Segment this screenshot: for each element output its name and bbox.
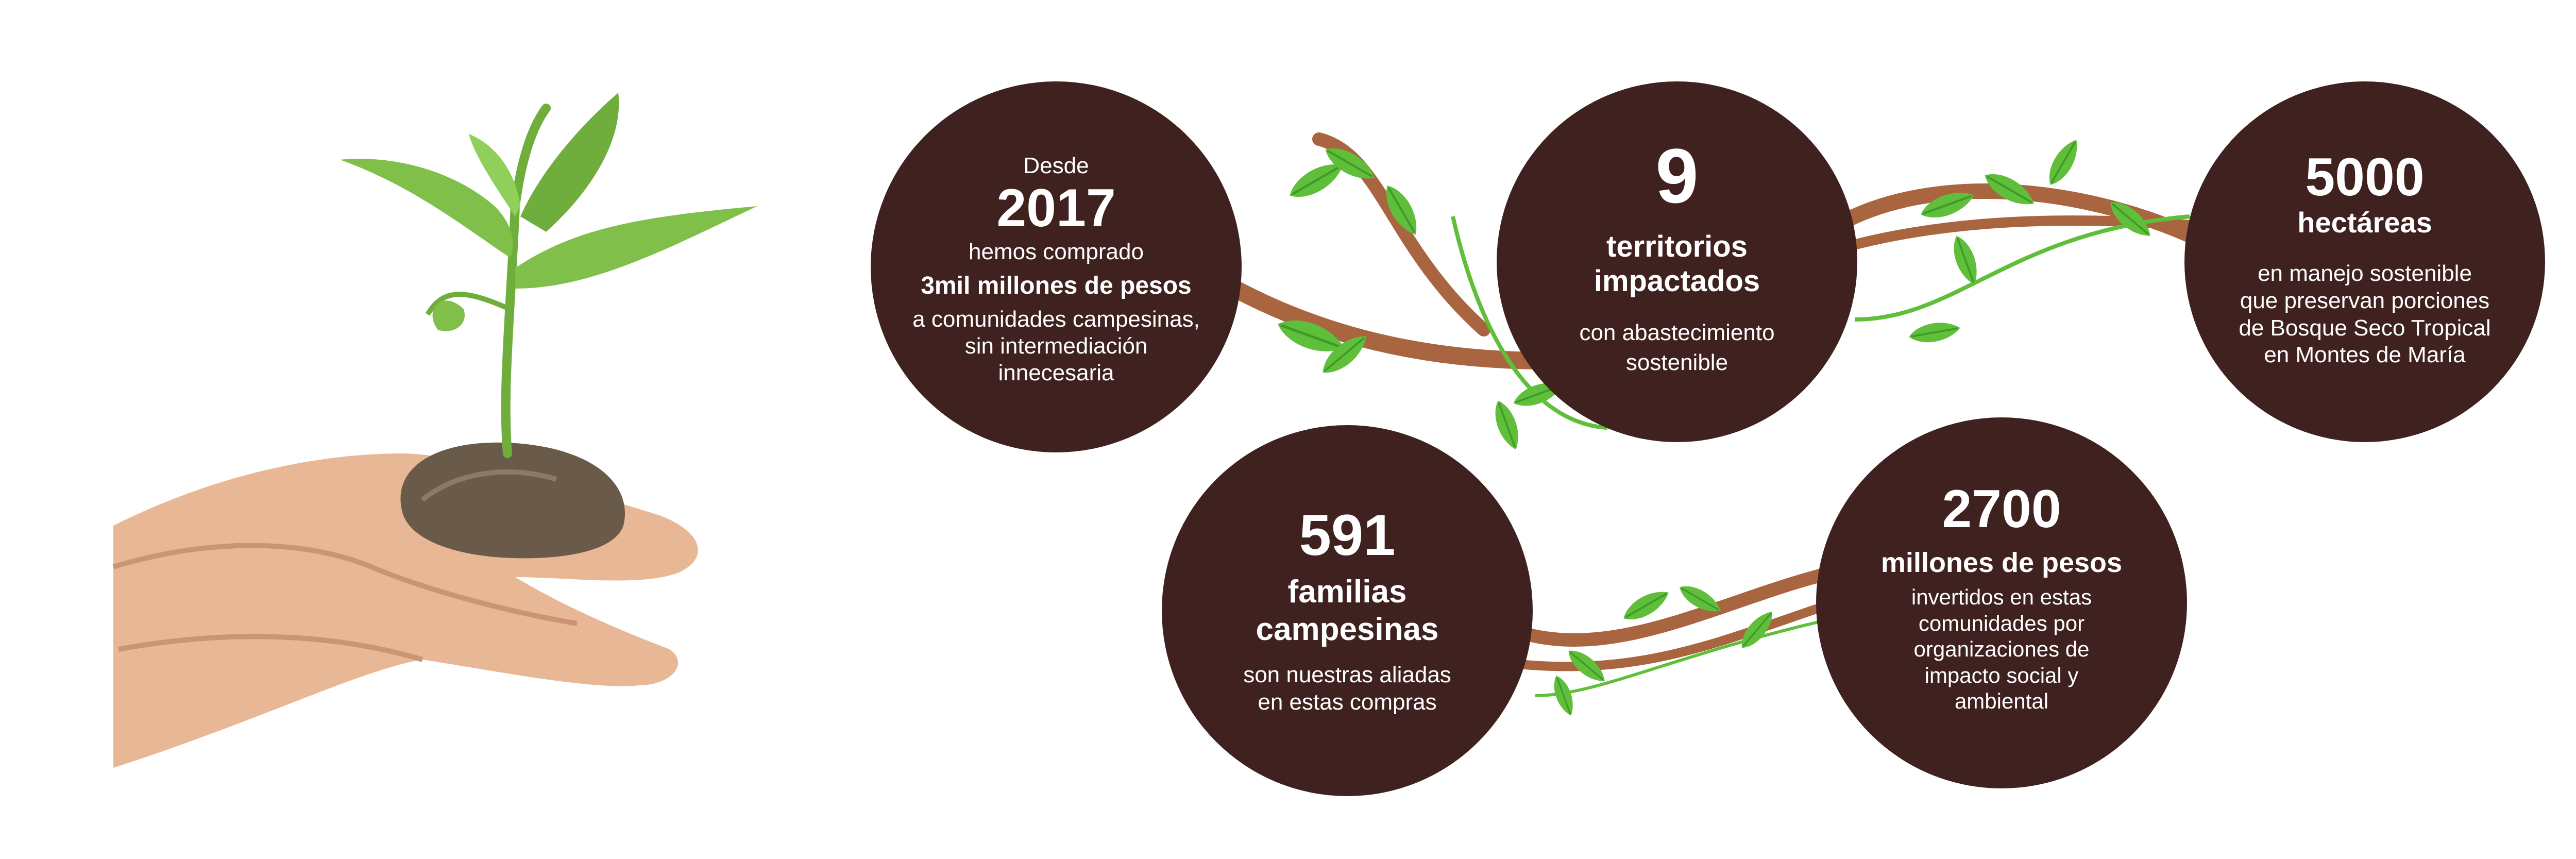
stat-label-line: territorios xyxy=(1606,230,1748,264)
stat-number: 2017 xyxy=(996,178,1116,239)
stat-label-line: campesinas xyxy=(1256,612,1439,647)
stat-desc-line: en manejo sostenible xyxy=(2258,261,2472,287)
stat-desc-line: con abastecimiento xyxy=(1579,319,1775,345)
stat-desc-line: son nuestras aliadas xyxy=(1243,662,1451,688)
hands-holding-seedling-icon xyxy=(112,93,757,768)
stat-desc-line: en estas compras xyxy=(1258,689,1437,715)
stat-pre-label: Desde xyxy=(1023,153,1089,179)
stat-circle-investment: 2700 millones de pesos invertidos en est… xyxy=(1816,417,2187,788)
stat-desc-line: impacto social y xyxy=(1924,663,2079,687)
vine-top-right-icon xyxy=(1826,134,2215,347)
stat-label: millones de pesos xyxy=(1880,547,2123,578)
stat-circle-territories: 9 territorios impactados con abastecimie… xyxy=(1497,81,1857,442)
stat-desc-line: innecesaria xyxy=(998,360,1114,385)
stat-desc-line: que preservan porciones xyxy=(2240,288,2490,313)
stat-line: hemos comprado xyxy=(969,239,1144,265)
stat-number: 9 xyxy=(1655,132,1699,220)
stat-desc-line: ambiental xyxy=(1954,689,2049,714)
stat-desc-line: a comunidades campesinas, xyxy=(912,306,1200,332)
stat-desc-line: de Bosque Seco Tropical xyxy=(2239,315,2491,341)
stat-desc-line: comunidades por xyxy=(1918,611,2085,635)
stat-circle-families: 591 familias campesinas son nuestras ali… xyxy=(1162,425,1533,796)
stat-number: 591 xyxy=(1299,503,1396,568)
stat-highlight: 3mil millones de pesos xyxy=(921,272,1192,300)
stat-label-line: familias xyxy=(1287,574,1407,610)
stat-desc-line: organizaciones de xyxy=(1913,637,2090,662)
stat-desc-line: invertidos en estas xyxy=(1911,585,2092,610)
stat-label: hectáreas xyxy=(2297,206,2432,239)
stat-circle-hectares: 5000 hectáreas en manejo sostenible que … xyxy=(2184,81,2545,442)
vine-bottom-icon xyxy=(1518,565,1841,719)
vine-top-left-icon xyxy=(1207,132,1608,454)
stat-number: 5000 xyxy=(2305,147,2425,207)
stat-desc-line: sostenible xyxy=(1625,349,1728,375)
stat-desc-line: en Montes de María xyxy=(2264,342,2466,368)
stat-desc-line: sin intermediación xyxy=(964,333,1148,359)
stat-label-line: impactados xyxy=(1594,264,1760,298)
stat-circle-since-2017: Desde 2017 hemos comprado 3mil millones … xyxy=(871,81,1242,452)
stat-number: 2700 xyxy=(1942,479,2061,539)
